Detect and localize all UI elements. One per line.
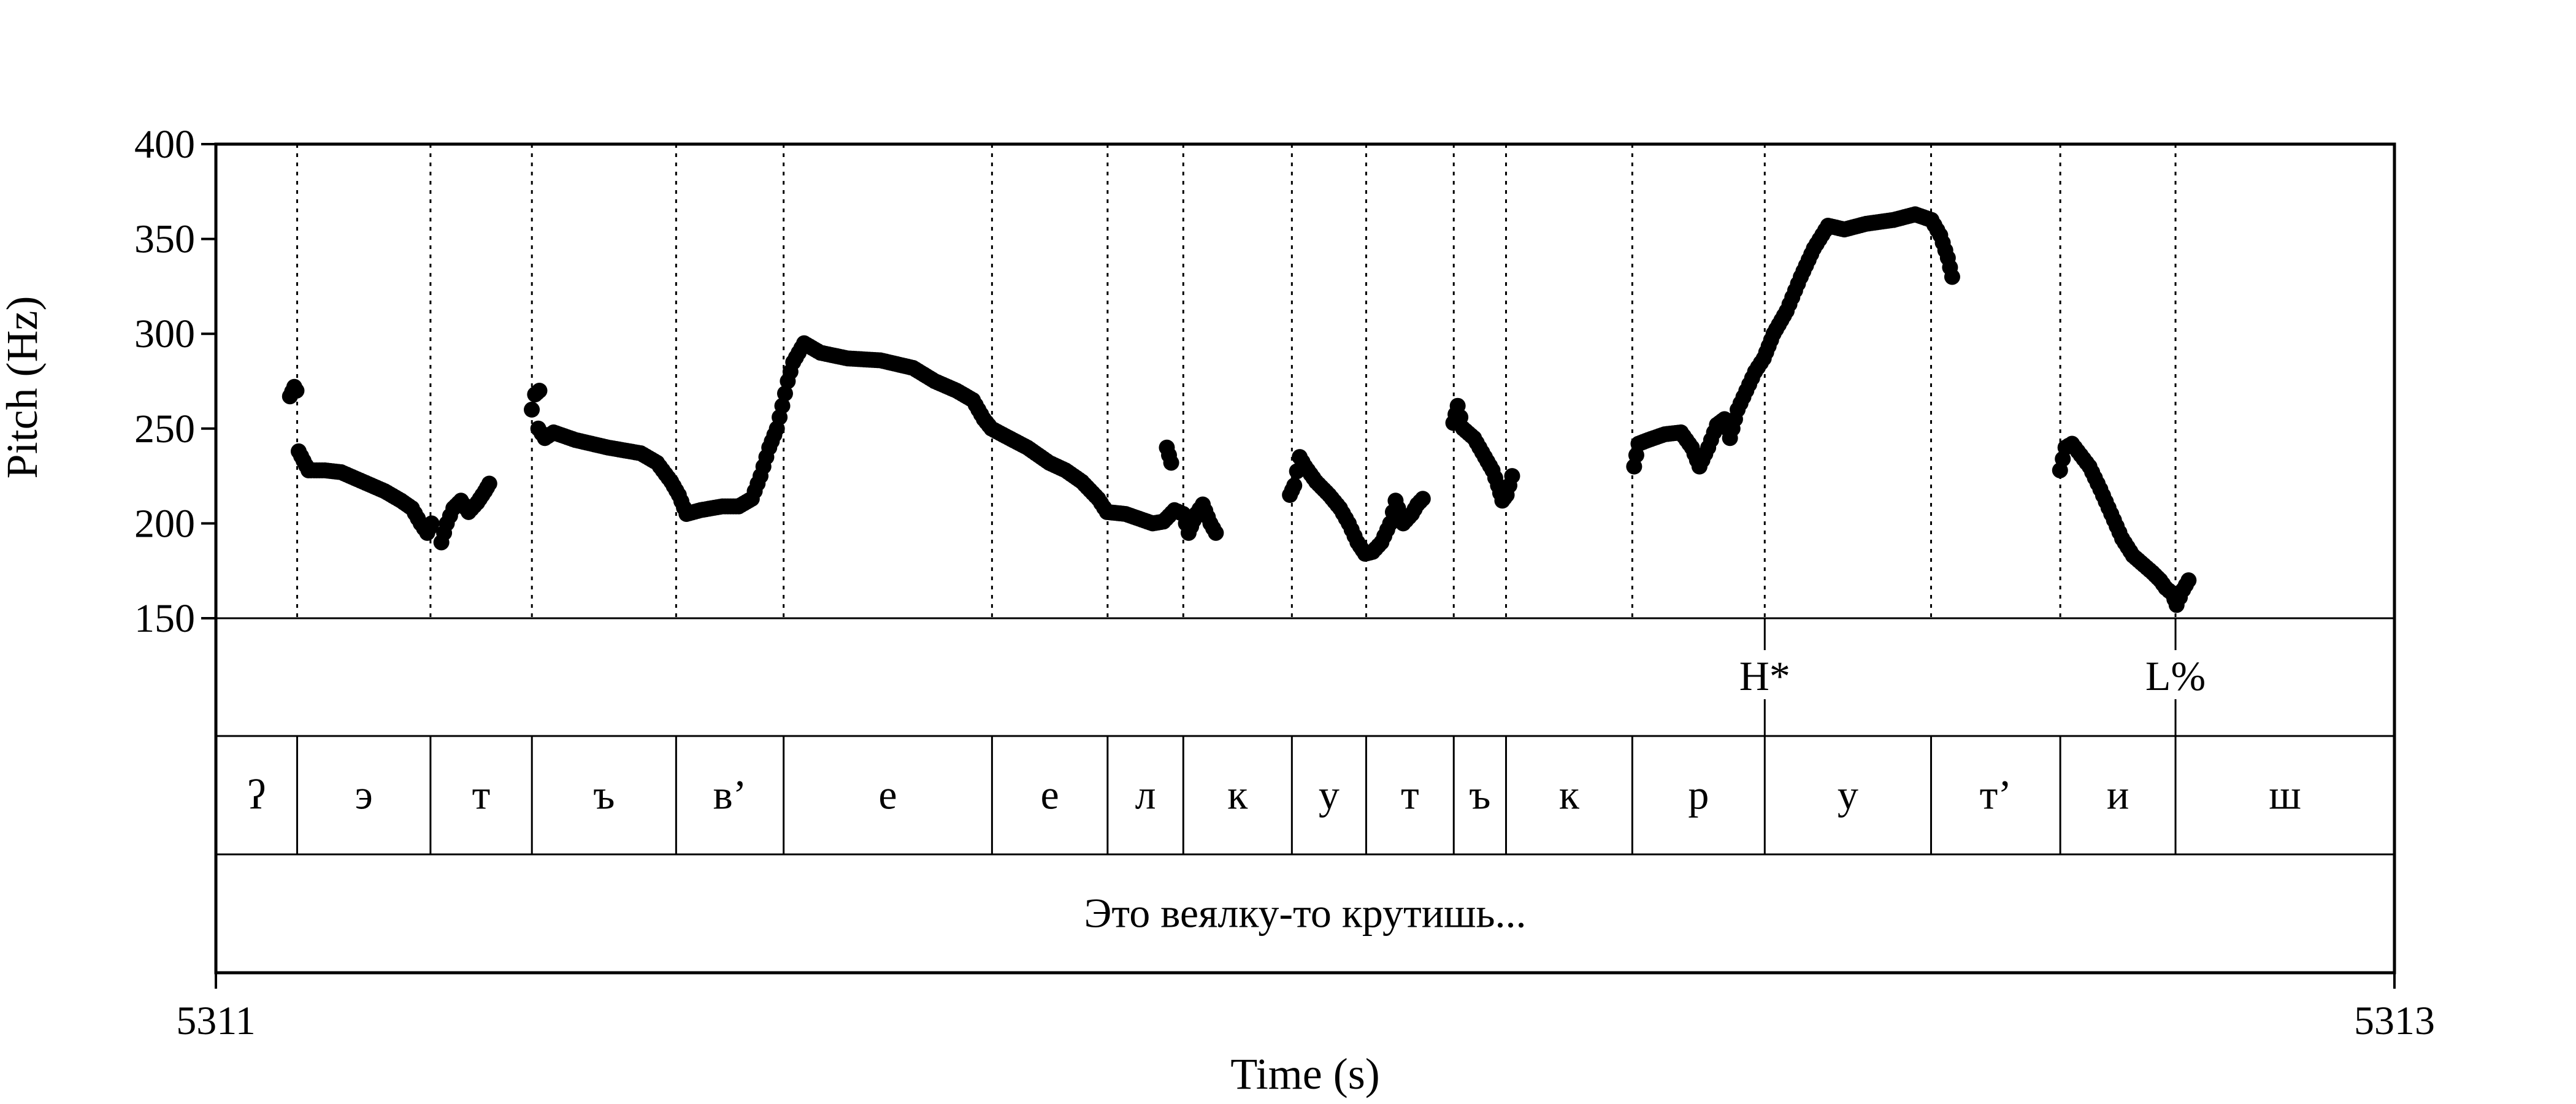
segment-label: р	[1688, 772, 1709, 818]
pitch-point	[423, 515, 440, 532]
pitch-point	[1504, 468, 1520, 485]
x-tick-label: 5311	[176, 999, 256, 1043]
y-tick-label: 150	[134, 596, 195, 641]
pitch-point	[774, 397, 791, 414]
tone-label: H*	[1739, 653, 1790, 699]
y-axis-ticks: 150 200 250 300 350 400	[134, 122, 216, 641]
segment-label: т	[1401, 772, 1419, 818]
pitch-point	[1286, 477, 1303, 494]
segment-label: л	[1135, 772, 1156, 818]
pitch-point	[776, 385, 793, 402]
y-tick-label: 250	[134, 407, 195, 451]
x-tick-label: 5313	[2354, 999, 2435, 1043]
tone-label: L%	[2145, 653, 2206, 699]
phrase-label: Это веялку-то крутишь...	[1084, 890, 1527, 937]
segment-label: у	[1838, 772, 1858, 818]
segment-label: и	[2107, 772, 2129, 818]
segment-label: е	[1041, 772, 1059, 818]
segment-label: у	[1319, 772, 1340, 818]
pitch-point	[1208, 524, 1224, 541]
tone-tier: H* L%	[1739, 618, 2206, 736]
segment-label: т’	[1980, 772, 2012, 818]
annotation-tier-boxes	[214, 142, 2396, 975]
plot-frame	[214, 142, 2396, 975]
pitch-points	[282, 206, 2197, 613]
y-tick-label: 400	[134, 122, 195, 167]
segment-label: к	[1227, 772, 1248, 818]
x-axis-title: Time (s)	[1230, 1049, 1379, 1098]
segment-label: в’	[713, 772, 747, 818]
pitch-point	[524, 401, 540, 418]
pitch-point	[1944, 269, 1960, 285]
x-axis-ticks: 5311 5313	[176, 973, 2435, 1043]
pitch-point	[1163, 454, 1179, 471]
pitch-point	[2180, 572, 2197, 589]
pitch-point	[1414, 491, 1431, 507]
y-tick-label: 350	[134, 217, 195, 262]
segment-label: э	[355, 772, 373, 818]
y-axis-title: Pitch (Hz)	[0, 296, 47, 479]
phrase-tier: Это веялку-то крутишь...	[1084, 890, 1527, 937]
y-tick-label: 300	[134, 312, 195, 356]
y-tick-label: 200	[134, 501, 195, 546]
segment-label: к	[1559, 772, 1580, 818]
segment-label: ш	[2269, 772, 2301, 818]
pitch-point	[481, 475, 497, 492]
segment-label: ъ	[1469, 772, 1490, 818]
segment-label: ъ	[593, 772, 615, 818]
segment-label: ʔ	[247, 772, 266, 818]
pitch-point	[531, 382, 548, 399]
segment-label: т	[472, 772, 491, 818]
segment-tier: ʔ э т ъ в’ е е л к у т ъ к р у т’ и ш	[247, 736, 2301, 854]
pitch-point	[288, 382, 305, 399]
segment-label: е	[878, 772, 897, 818]
